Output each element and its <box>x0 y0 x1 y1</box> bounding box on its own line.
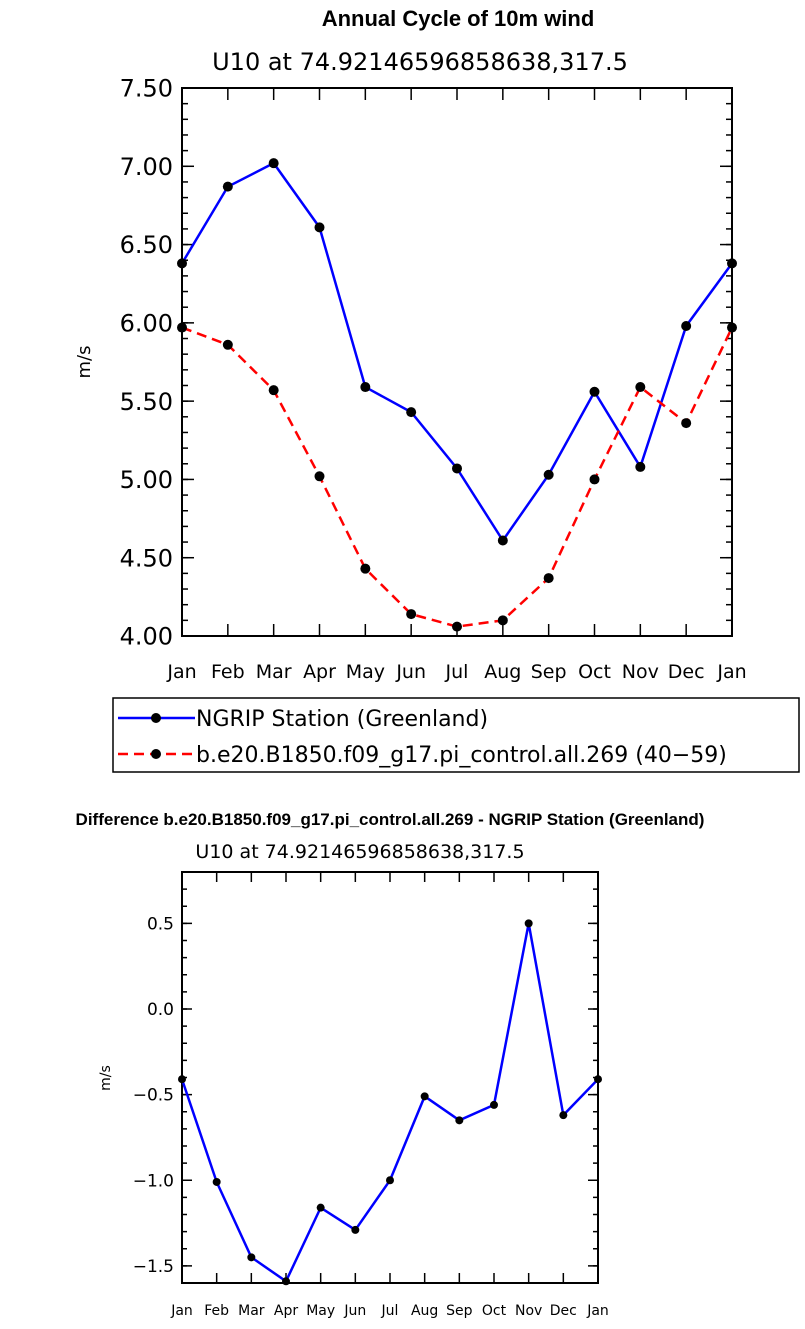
x-tick-label: Sep <box>531 661 567 683</box>
data-point <box>406 407 417 418</box>
data-point <box>386 1176 394 1185</box>
data-point <box>559 1111 568 1120</box>
chart2-plot-area: Jan Feb Mar Apr May Jun Jul Aug Sep Oct Nov Dec Jan −… <box>133 871 609 1319</box>
data-point <box>282 1277 290 1286</box>
data-point <box>268 158 279 169</box>
plot-frame <box>181 87 733 637</box>
data-point <box>452 463 462 474</box>
legend-label-ngrip: NGRIP Station (Greenland) <box>196 707 488 732</box>
data-point <box>222 339 233 350</box>
y-tick-label: 0.5 <box>147 914 174 934</box>
y-tick-label: 6.50 <box>120 231 173 259</box>
x-tick-label: Sep <box>446 1303 473 1319</box>
data-point <box>360 382 371 393</box>
chart1-plot-area: Jan Feb Mar Apr May Jun Jul Aug Sep Oct Nov Dec Jan 4… <box>120 75 747 683</box>
data-point <box>589 386 600 397</box>
x-tick-label: Oct <box>578 661 611 683</box>
plot-frame <box>181 871 599 1284</box>
y-tick-label: 5.50 <box>120 388 173 416</box>
x-tick-label: Feb <box>211 661 245 683</box>
x-tick-label: Jan <box>716 661 746 683</box>
x-tick-label: Mar <box>238 1303 265 1319</box>
chart1-legend: NGRIP Station (Greenland) b.e20.B1850.f0… <box>112 697 800 773</box>
data-point <box>635 382 646 393</box>
y-tick-label: 0.0 <box>147 1000 174 1020</box>
x-tick-label: Nov <box>622 661 659 683</box>
y-tick-label: −1.0 <box>133 1171 174 1191</box>
data-point <box>406 609 417 620</box>
chart1-ylabel: m/s <box>74 346 95 379</box>
x-tick-label: Apr <box>274 1303 298 1319</box>
x-tick-label: Jun <box>343 1303 366 1319</box>
y-tick-label: 7.00 <box>120 153 173 181</box>
x-tick-label: Feb <box>204 1303 229 1319</box>
chart2-subtitle: U10 at 74.92146596858638,317.5 <box>195 841 524 863</box>
chart2-title: Difference b.e20.B1850.f09_g17.pi_contro… <box>76 810 705 829</box>
data-point <box>497 615 508 626</box>
data-point <box>314 222 325 233</box>
y-tick-label: −1.5 <box>133 1257 174 1277</box>
series-line-1 <box>181 326 734 628</box>
data-point <box>247 1253 256 1262</box>
data-point <box>681 320 692 331</box>
data-point <box>681 418 692 429</box>
y-tick-label: 5.00 <box>120 466 173 494</box>
x-tick-label: Oct <box>482 1303 507 1319</box>
data-point <box>635 461 646 472</box>
chart1-subtitle: U10 at 74.92146596858638,317.5 <box>212 48 628 76</box>
x-tick-label: Dec <box>550 1303 577 1319</box>
data-point <box>222 181 233 192</box>
x-tick-label: Jul <box>381 1303 399 1319</box>
x-tick-label: Jun <box>395 661 426 683</box>
x-tick-label: Mar <box>256 661 292 683</box>
chart1-title: Annual Cycle of 10m wind <box>322 6 595 31</box>
data-point <box>420 1092 429 1101</box>
chart2-ylabel: m/s <box>98 1065 114 1091</box>
data-point <box>455 1116 464 1125</box>
legend-box <box>112 697 800 773</box>
series-line-0 <box>180 161 734 543</box>
x-tick-label: Aug <box>411 1303 438 1319</box>
data-point <box>543 469 554 480</box>
data-point <box>178 1075 186 1084</box>
data-point <box>177 322 187 333</box>
x-tick-label: Apr <box>303 661 336 683</box>
y-tick-label: −0.5 <box>133 1086 174 1106</box>
x-tick-label: Jan <box>586 1303 609 1319</box>
x-tick-label: Aug <box>484 661 521 683</box>
x-tick-label: Jul <box>445 661 469 683</box>
y-tick-label: 4.50 <box>120 544 173 572</box>
y-tick-label: 7.50 <box>120 75 173 103</box>
x-tick-label: Dec <box>668 661 705 683</box>
series-line-0 <box>180 923 599 1284</box>
x-tick-label: Jan <box>170 1303 193 1319</box>
data-point <box>452 621 462 632</box>
data-point <box>594 1075 602 1084</box>
x-tick-label: Nov <box>515 1303 542 1319</box>
data-point <box>524 919 533 928</box>
data-point <box>360 563 371 574</box>
data-point <box>543 573 554 584</box>
data-point <box>316 1203 325 1212</box>
data-point <box>589 474 600 485</box>
y-tick-label: 4.00 <box>120 623 173 651</box>
data-point <box>497 535 508 546</box>
x-tick-label: Jan <box>166 661 196 683</box>
data-point <box>268 385 279 396</box>
data-point <box>727 322 737 333</box>
x-tick-label: May <box>346 661 385 683</box>
legend-marker-ngrip <box>151 713 161 723</box>
data-point <box>212 1177 221 1186</box>
data-point <box>351 1225 360 1234</box>
y-tick-label: 6.00 <box>120 309 173 337</box>
legend-label-model: b.e20.B1850.f09_g17.pi_control.all.269 (… <box>196 743 727 768</box>
data-point <box>490 1100 498 1109</box>
data-point <box>177 258 187 269</box>
data-point <box>314 471 325 482</box>
x-tick-label: May <box>306 1303 335 1319</box>
data-point <box>727 258 737 269</box>
legend-marker-model <box>151 749 161 759</box>
